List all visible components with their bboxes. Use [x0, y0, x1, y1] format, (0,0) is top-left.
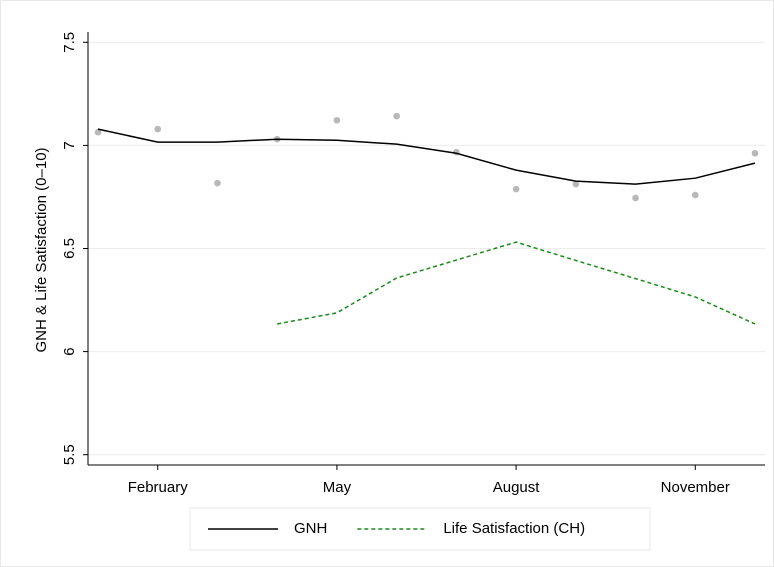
point — [333, 116, 341, 124]
line — [277, 241, 756, 325]
point — [691, 191, 699, 199]
y-tick-label: 6 — [61, 347, 78, 355]
point — [512, 185, 520, 193]
legend-label: Life Satisfaction (CH) — [443, 520, 585, 537]
point — [94, 128, 102, 136]
y-tick-label: 7.5 — [61, 32, 78, 53]
line — [97, 128, 756, 185]
y-axis-label: GNH & Life Satisfaction (0–10) — [33, 147, 50, 352]
point — [214, 179, 221, 187]
y-tick-label: 6.5 — [61, 238, 78, 259]
legend-label: GNH — [294, 520, 327, 537]
y-tick-label: 7 — [61, 141, 78, 149]
x-tick-label: February — [128, 479, 189, 496]
point — [393, 112, 400, 120]
x-tick-label: May — [323, 479, 352, 496]
x-tick-label: August — [493, 479, 541, 496]
point — [632, 194, 639, 202]
point — [154, 125, 162, 133]
point — [572, 180, 580, 188]
x-tick-label: November — [661, 479, 730, 496]
point — [751, 149, 759, 157]
y-tick-label: 5.5 — [61, 444, 78, 465]
